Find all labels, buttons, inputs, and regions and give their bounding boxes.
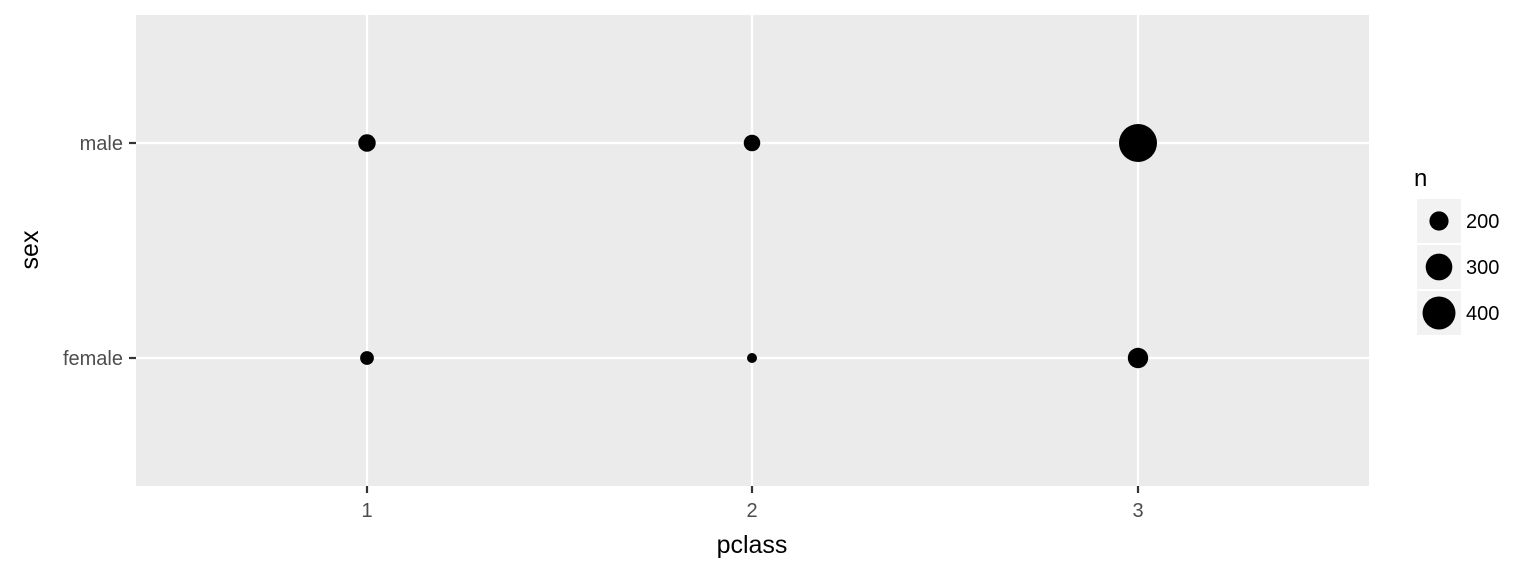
size-legend: n 200 300 400: [1414, 165, 1499, 335]
y-tick-label-female: female: [63, 348, 123, 370]
point-male-3: [1119, 124, 1157, 162]
point-male-2: [743, 134, 761, 152]
y-axis-title: sex: [16, 230, 44, 269]
legend-key-300: [1425, 253, 1453, 281]
x-gridlines: [365, 15, 1140, 486]
y-tick-label-male: male: [80, 133, 123, 155]
x-tick-label-2: 2: [746, 500, 757, 522]
y-axis: female male: [63, 133, 136, 370]
legend-label-300: 300: [1466, 257, 1499, 279]
point-female-3: [1127, 347, 1149, 369]
data-points: [358, 124, 1157, 369]
legend-title: n: [1414, 165, 1427, 192]
x-axis: 1 2 3: [361, 486, 1144, 522]
x-tick-label-3: 3: [1132, 500, 1143, 522]
x-tick-label-1: 1: [361, 500, 372, 522]
point-female-2: [747, 353, 757, 363]
legend-label-200: 200: [1466, 211, 1499, 233]
legend-label-400: 400: [1466, 303, 1499, 325]
legend-key-400: [1422, 296, 1456, 330]
point-female-1: [360, 351, 374, 365]
legend-key-200: [1429, 211, 1449, 231]
x-axis-title: pclass: [717, 531, 788, 559]
point-male-1: [358, 134, 376, 152]
